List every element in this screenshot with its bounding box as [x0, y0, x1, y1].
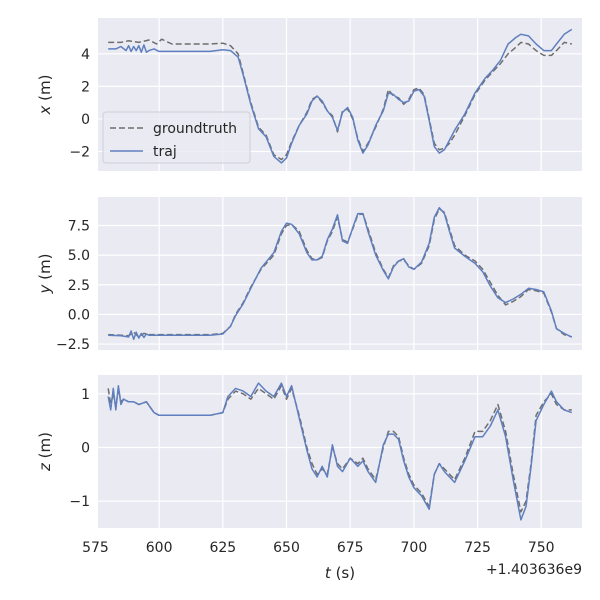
y-tick-label: 2.5: [68, 278, 90, 294]
y-tick-label: −1: [69, 494, 90, 510]
y-axis-var: x: [36, 105, 54, 115]
y-axis-label: x (m): [36, 75, 54, 116]
legend: groundtruth traj: [102, 111, 251, 164]
y-tick-label: 2: [81, 79, 90, 95]
series-line-traj: [108, 206, 573, 341]
x-axis-unit: (s): [331, 564, 355, 582]
y-tick-label: 1: [81, 387, 90, 403]
x-tick-label: 625: [209, 540, 236, 556]
y-axis-unit: (m): [36, 432, 54, 463]
panel-y: −2.5 0.0 2.5 5.0 7.5 y (m): [36, 197, 582, 353]
x-offset-text: +1.403636e9: [486, 562, 582, 578]
legend-label-traj: traj: [153, 144, 177, 160]
x-axis-var: t: [325, 564, 332, 582]
x-tick-label: 675: [337, 540, 364, 556]
y-axis-label: z (m): [36, 432, 54, 472]
y-tick-label: 7.5: [68, 218, 90, 234]
y-tick-label: 5.0: [68, 248, 90, 264]
panel-z: −1 0 1 z (m) 575 600 625 650 675 700 725 750 t (s) +1…: [36, 375, 582, 582]
y-axis-unit: (m): [36, 254, 54, 285]
legend-label-groundtruth: groundtruth: [153, 121, 237, 137]
y-tick-label: 0.0: [68, 307, 90, 323]
x-tick-label: 600: [146, 540, 173, 556]
x-tick-label: 700: [401, 540, 428, 556]
series-line-traj: [107, 382, 573, 521]
x-tick-label: 575: [82, 540, 109, 556]
x-tick-label: 650: [273, 540, 300, 556]
x-tick-label: 750: [528, 540, 555, 556]
y-axis-var: z: [36, 462, 54, 472]
y-tick-label: −2.5: [56, 337, 90, 353]
y-axis-unit: (m): [36, 75, 54, 106]
x-axis-label: t (s): [325, 564, 355, 582]
y-tick-label: 4: [81, 47, 90, 63]
y-axis-label: y (m): [36, 254, 54, 295]
y-tick-label: −2: [69, 144, 90, 160]
series-line-traj: [108, 28, 573, 164]
x-tick-label: 725: [464, 540, 491, 556]
y-tick-label: 0: [81, 440, 90, 456]
series-line-groundtruth: [108, 38, 572, 161]
plot-area: [98, 197, 582, 350]
y-axis-var: y: [36, 283, 54, 294]
plot-area: [98, 375, 582, 528]
y-tick-label: 0: [81, 112, 90, 128]
